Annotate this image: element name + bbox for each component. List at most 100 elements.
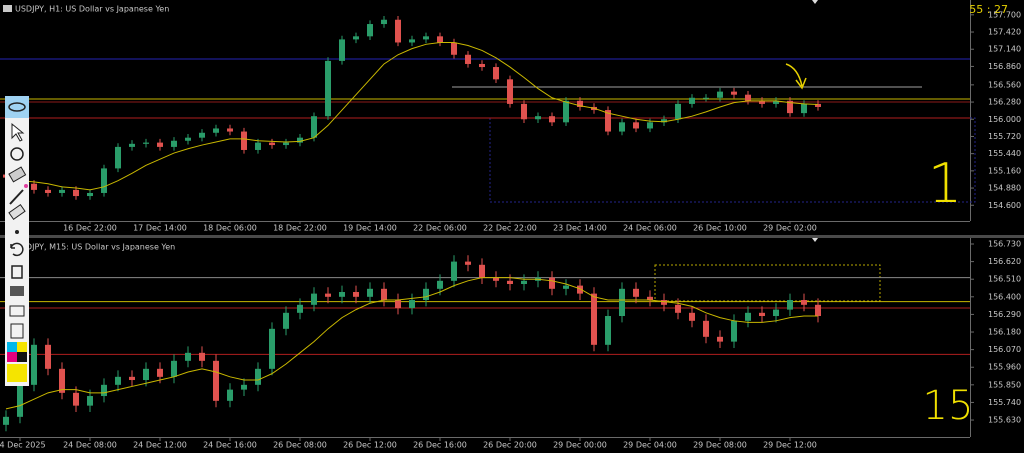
y-tick-label: 154.880 xyxy=(988,184,1021,193)
candle-body xyxy=(689,97,695,104)
cursor-tool[interactable] xyxy=(11,122,25,142)
candle-body xyxy=(241,131,247,150)
x-tick-label: 26 Dec 08:00 xyxy=(273,441,327,450)
y-tick-label: 154.600 xyxy=(988,201,1021,210)
screenshot-tool[interactable] xyxy=(9,305,25,317)
chart-title: USDJPY, H1: US Dollar vs Japanese Yen xyxy=(15,5,169,14)
candle-body xyxy=(493,67,499,80)
x-tick-label: 26 Dec 16:00 xyxy=(413,441,467,450)
x-tick-label: 22 Dec 06:00 xyxy=(413,224,467,233)
print-tool[interactable] xyxy=(10,286,24,296)
candle-body xyxy=(395,19,401,43)
candle-body xyxy=(45,189,51,193)
y-tick-label: 156.860 xyxy=(988,62,1021,71)
x-tick-label: 23 Dec 14:00 xyxy=(553,224,607,233)
x-tick-label: 29 Dec 12:00 xyxy=(763,441,817,450)
color-swatch[interactable] xyxy=(7,352,17,362)
candle-body xyxy=(717,336,723,342)
y-tick-label: 156.730 xyxy=(988,240,1021,249)
candle-body xyxy=(185,137,191,141)
candle-body xyxy=(493,277,499,281)
x-tick-label: 29 Dec 04:00 xyxy=(623,441,677,450)
color-swatch[interactable] xyxy=(7,364,27,382)
candle-body xyxy=(619,122,625,132)
y-tick-label: 155.740 xyxy=(988,398,1021,407)
candle-body xyxy=(283,142,289,146)
candle-body xyxy=(801,300,807,305)
candle-body xyxy=(437,280,443,289)
candle-body xyxy=(465,54,471,64)
x-tick-label: 18 Dec 06:00 xyxy=(203,224,257,233)
candle-body xyxy=(787,100,793,114)
x-tick-label: 17 Dec 14:00 xyxy=(133,224,187,233)
candle-body xyxy=(297,304,303,313)
candle-body xyxy=(199,352,205,361)
candle-body xyxy=(507,280,513,285)
candle-body xyxy=(339,39,345,61)
clipboard-tool[interactable] xyxy=(10,323,24,339)
panel-separator xyxy=(0,235,1024,238)
y-tick-label: 155.850 xyxy=(988,380,1021,389)
y-tick-label: 155.440 xyxy=(988,149,1021,158)
y-tick-label: 156.000 xyxy=(988,115,1021,124)
magnet-tool[interactable] xyxy=(10,147,24,161)
candle-body xyxy=(633,288,639,297)
candle-body xyxy=(101,168,107,193)
undo-tool[interactable] xyxy=(10,242,24,257)
candle-body xyxy=(521,103,527,120)
y-tick-label: 156.510 xyxy=(988,275,1021,284)
candle-body xyxy=(129,143,135,147)
candle-body xyxy=(451,261,457,281)
candle-body xyxy=(633,122,639,129)
x-tick-label: 18 Dec 22:00 xyxy=(273,224,327,233)
shift-marker xyxy=(812,0,818,4)
candle-body xyxy=(101,384,107,397)
candle-body xyxy=(213,360,219,401)
candle-body xyxy=(647,296,653,301)
color-swatch[interactable] xyxy=(17,342,27,352)
delete-tool[interactable] xyxy=(11,265,23,279)
y-tick-label: 155.160 xyxy=(988,166,1021,175)
tool-button[interactable] xyxy=(5,96,29,118)
candle-body xyxy=(731,320,737,342)
candle-body xyxy=(255,142,261,150)
candle-body xyxy=(199,132,205,138)
candle-body xyxy=(157,368,163,377)
candle-body xyxy=(157,142,163,147)
candle-body xyxy=(255,368,261,385)
candle-body xyxy=(395,300,401,309)
candle-body xyxy=(367,288,373,297)
annotation: 15 xyxy=(923,383,974,429)
candle-body xyxy=(227,389,233,401)
color-swatch[interactable] xyxy=(17,352,27,362)
candle-body xyxy=(269,142,275,146)
candle-body xyxy=(73,392,79,406)
candle-body xyxy=(325,60,331,117)
candle-body xyxy=(647,122,653,129)
candle-body xyxy=(227,128,233,132)
y-tick-label: 156.180 xyxy=(988,328,1021,337)
x-tick-label: 26 Dec 10:00 xyxy=(693,224,747,233)
color-swatch[interactable] xyxy=(7,342,17,352)
x-tick-label: 24 Dec 12:00 xyxy=(133,441,187,450)
dot-tool[interactable] xyxy=(15,230,19,234)
timer: 55 : 27 xyxy=(969,3,1008,16)
x-tick-label: 24 Dec 16:00 xyxy=(203,441,257,450)
moving-average xyxy=(6,41,819,191)
candle-body xyxy=(577,285,583,294)
candle-body xyxy=(3,416,9,425)
candle-body xyxy=(745,312,751,321)
y-tick-label: 156.290 xyxy=(988,310,1021,319)
candle-body xyxy=(311,293,317,305)
candle-body xyxy=(171,140,177,147)
line-tool[interactable] xyxy=(9,189,24,205)
candle-body xyxy=(689,312,695,321)
y-tick-label: 155.630 xyxy=(988,416,1021,425)
eraser-tool[interactable] xyxy=(8,166,27,183)
candle-body xyxy=(759,312,765,317)
candle-body xyxy=(661,300,667,305)
ruler-tool[interactable] xyxy=(8,204,26,220)
candle-body xyxy=(577,100,583,107)
candle-body xyxy=(731,91,737,95)
